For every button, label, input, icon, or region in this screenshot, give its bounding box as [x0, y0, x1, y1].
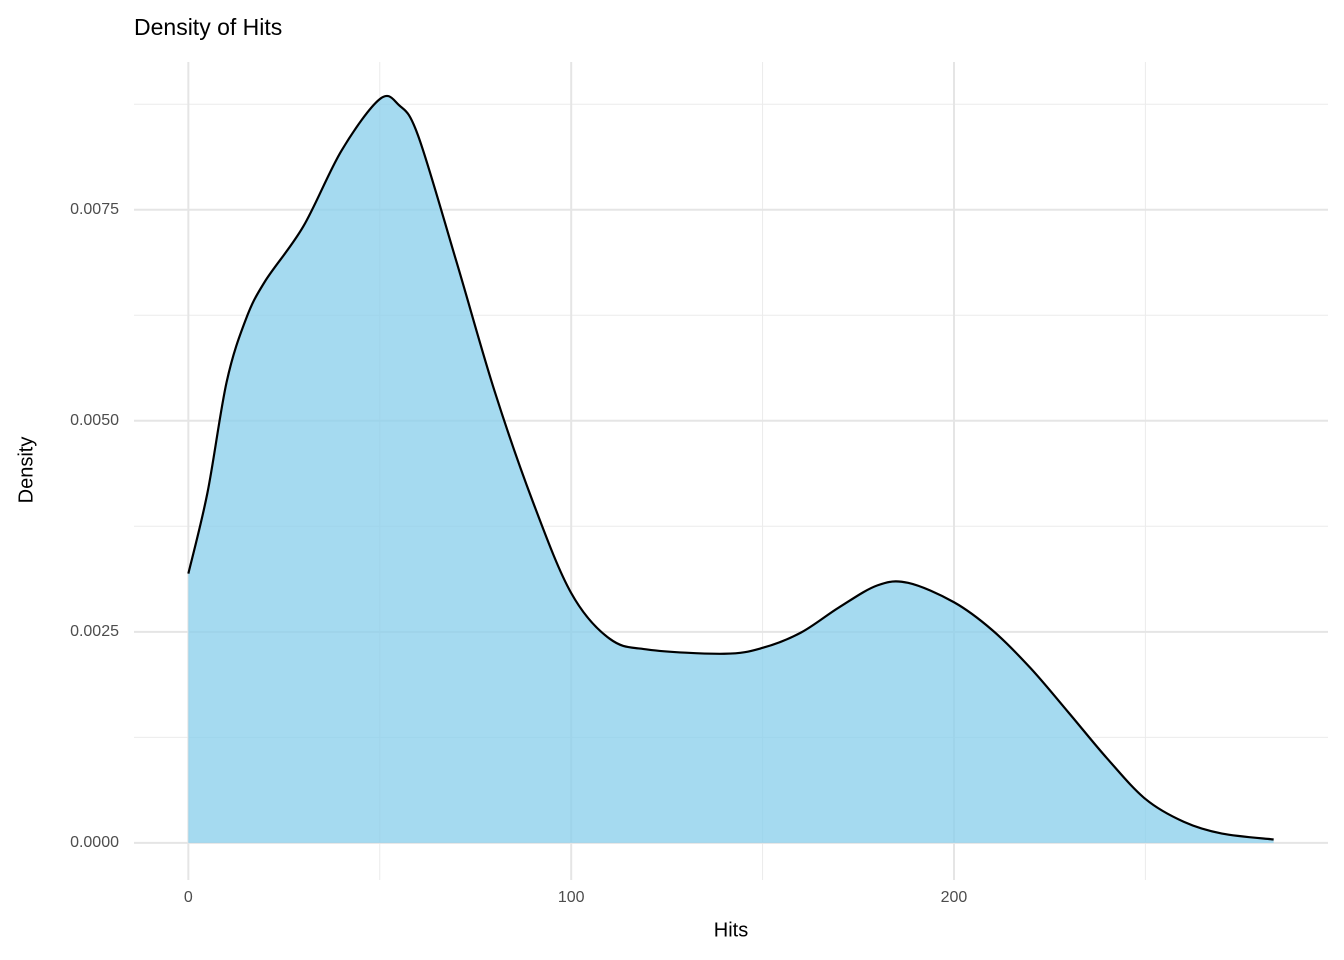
- x-axis-label: Hits: [714, 919, 748, 941]
- density-area: [188, 95, 1274, 843]
- y-tick-label: 0.0025: [70, 623, 119, 640]
- x-tick-label: 0: [184, 889, 193, 906]
- y-axis-label: Density: [15, 437, 37, 504]
- x-tick-label: 200: [941, 889, 968, 906]
- chart-title: Density of Hits: [134, 14, 282, 40]
- x-tick-label: 100: [558, 889, 585, 906]
- y-tick-label: 0.0075: [70, 201, 119, 218]
- density-line: [187, 94, 1274, 841]
- y-tick-label: 0.0000: [70, 834, 119, 851]
- y-tick-label: 0.0050: [70, 412, 119, 429]
